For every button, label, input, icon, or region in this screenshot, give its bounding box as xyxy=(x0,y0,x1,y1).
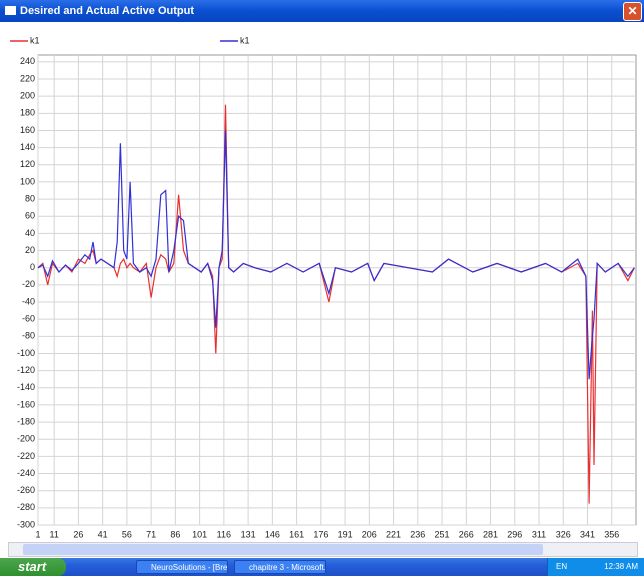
title-bar: Desired and Actual Active Output ✕ xyxy=(0,0,644,22)
y-tick-label: -20 xyxy=(22,279,35,289)
x-tick-label: 266 xyxy=(459,529,474,539)
x-tick-label: 206 xyxy=(362,529,377,539)
y-tick-label: 60 xyxy=(25,211,35,221)
y-tick-label: -300 xyxy=(17,519,35,529)
y-tick-label: -240 xyxy=(17,468,35,478)
y-tick-label: -180 xyxy=(17,416,35,426)
y-tick-label: 240 xyxy=(20,56,35,66)
x-tick-label: 296 xyxy=(507,529,522,539)
y-tick-label: 120 xyxy=(20,159,35,169)
x-tick-label: 251 xyxy=(435,529,450,539)
scrollbar[interactable] xyxy=(8,542,638,557)
x-tick-label: 146 xyxy=(265,529,280,539)
close-button[interactable]: ✕ xyxy=(623,2,642,21)
y-tick-label: 160 xyxy=(20,125,35,135)
x-tick-label: 341 xyxy=(580,529,595,539)
y-tick-label: -280 xyxy=(17,502,35,512)
y-tick-label: 180 xyxy=(20,108,35,118)
legend-label: k1 xyxy=(240,35,250,45)
scroll-thumb[interactable] xyxy=(23,544,543,555)
plot-area xyxy=(37,54,637,526)
y-tick-label: -60 xyxy=(22,314,35,324)
y-tick-label: 140 xyxy=(20,142,35,152)
clock: 12:38 AM xyxy=(604,562,638,571)
y-tick-label: 100 xyxy=(20,176,35,186)
x-tick-label: 1 xyxy=(35,529,40,539)
y-tick-label: -200 xyxy=(17,434,35,444)
chart: -300-280-260-240-220-200-180-160-140-120… xyxy=(10,35,637,539)
language: EN xyxy=(556,562,568,571)
x-tick-label: 236 xyxy=(410,529,425,539)
x-tick-label: 86 xyxy=(170,529,180,539)
x-tick-label: 56 xyxy=(122,529,132,539)
data-line xyxy=(37,130,635,380)
y-tick-label: 220 xyxy=(20,73,35,83)
x-tick-label: 101 xyxy=(192,529,207,539)
x-tick-label: 176 xyxy=(313,529,328,539)
x-tick-label: 71 xyxy=(146,529,156,539)
legend-label: k1 xyxy=(30,35,40,45)
start-button[interactable]: start xyxy=(0,558,66,576)
x-tick-label: 281 xyxy=(483,529,498,539)
y-tick-label: 0 xyxy=(30,262,35,272)
y-tick-label: 200 xyxy=(20,91,35,101)
y-tick-label: -80 xyxy=(22,331,35,341)
x-tick-label: 326 xyxy=(556,529,571,539)
system-tray: EN 12:38 AM xyxy=(547,558,644,576)
y-tick-label: -160 xyxy=(17,399,35,409)
x-tick-label: 191 xyxy=(338,529,353,539)
y-tick-label: -220 xyxy=(17,451,35,461)
window-title: Desired and Actual Active Output xyxy=(20,5,194,17)
taskbar: start NeuroSolutions - [Bre... chapitre … xyxy=(0,558,644,576)
y-tick-label: -40 xyxy=(22,296,35,306)
x-tick-label: 116 xyxy=(217,529,231,539)
x-tick-label: 131 xyxy=(241,529,256,539)
x-tick-label: 26 xyxy=(73,529,83,539)
y-tick-label: -260 xyxy=(17,485,35,495)
window-icon xyxy=(5,6,16,15)
taskbar-item[interactable]: NeuroSolutions - [Bre... xyxy=(136,560,228,574)
y-tick-label: 40 xyxy=(25,228,35,238)
x-tick-label: 41 xyxy=(98,529,108,539)
x-tick-label: 311 xyxy=(532,529,546,539)
y-tick-label: -100 xyxy=(17,348,35,358)
x-tick-label: 11 xyxy=(49,529,58,539)
x-tick-label: 221 xyxy=(386,529,401,539)
y-tick-label: -120 xyxy=(17,365,35,375)
x-tick-label: 356 xyxy=(604,529,619,539)
y-tick-label: 80 xyxy=(25,193,35,203)
y-tick-label: 20 xyxy=(25,245,35,255)
x-tick-label: 161 xyxy=(289,529,304,539)
taskbar-item[interactable]: chapitre 3 - Microsoft... xyxy=(234,560,326,574)
y-tick-label: -140 xyxy=(17,382,35,392)
